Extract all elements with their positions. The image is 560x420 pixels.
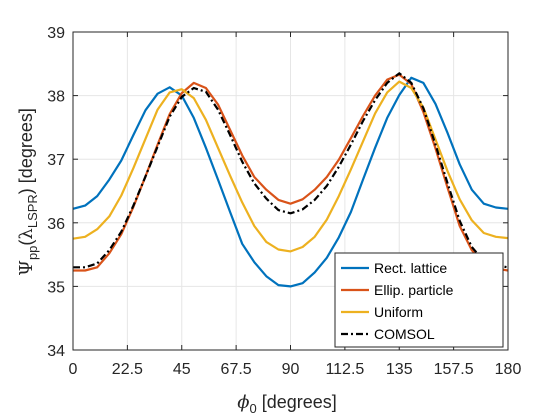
x-tick-labels: 0 22.5 45 67.5 90 112.5 135 157.5 180 (69, 361, 522, 378)
y-tick-label: 34 (47, 343, 65, 360)
x-axis-label: ϕ0 [degrees] (237, 392, 337, 416)
x-tick-label: 90 (282, 361, 300, 378)
series-layer (72, 72, 509, 288)
x-tick-label: 157.5 (434, 361, 474, 378)
legend-label-0: Rect. lattice (374, 260, 447, 276)
x-tick-label: 0 (69, 361, 78, 378)
legend: Rect. lattice Ellip. particle Uniform COMSO… (334, 252, 504, 348)
x-tick-label: 22.5 (112, 361, 143, 378)
legend-label-2: Uniform (374, 304, 423, 320)
y-tick-label: 39 (47, 25, 65, 42)
grid (72, 31, 509, 351)
y-tick-label: 36 (47, 216, 65, 233)
x-tick-label: 67.5 (221, 361, 252, 378)
y-tick-label: 38 (47, 89, 65, 106)
x-tick-label: 135 (386, 361, 413, 378)
y-tick-label: 35 (47, 279, 65, 296)
series-line-0 (72, 76, 509, 288)
legend-label-3: COMSOL (374, 326, 435, 342)
y-axis-label: Ψpp(λLSPR) [degrees] (16, 108, 40, 276)
x-tick-label: 45 (173, 361, 191, 378)
tick-marks (72, 31, 509, 351)
legend-label-1: Ellip. particle (374, 282, 454, 298)
x-tick-label: 112.5 (325, 361, 364, 378)
x-tick-label: 180 (495, 361, 522, 378)
y-tick-label: 37 (47, 152, 65, 169)
y-tick-labels: 34 35 36 37 38 39 (47, 25, 65, 360)
series-line-2 (72, 80, 509, 253)
series-line-3 (73, 72, 509, 269)
